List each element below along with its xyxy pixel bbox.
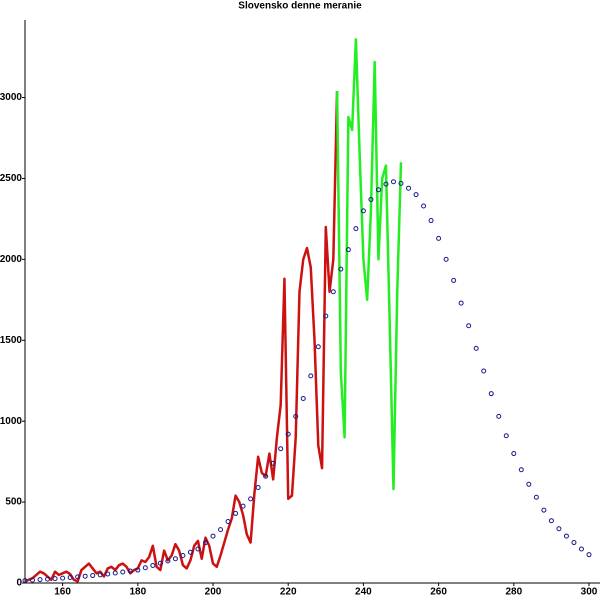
data-point	[150, 563, 156, 569]
data-point	[75, 574, 81, 580]
data-point	[285, 431, 291, 437]
data-point	[496, 413, 502, 419]
data-point	[368, 197, 374, 203]
data-point	[466, 323, 472, 329]
data-point	[383, 181, 389, 187]
data-point	[518, 467, 524, 473]
x-tick-label: 160	[54, 587, 71, 598]
data-point	[187, 549, 193, 555]
data-point	[195, 546, 201, 552]
y-tick-label: 1500	[0, 335, 22, 346]
data-point	[406, 185, 412, 191]
data-point	[90, 573, 96, 579]
data-point	[586, 552, 592, 558]
data-point	[293, 413, 299, 419]
x-tick-label: 200	[205, 587, 222, 598]
data-point	[22, 578, 28, 584]
data-point	[511, 451, 517, 457]
data-point	[390, 179, 396, 185]
data-point	[142, 565, 148, 571]
data-point	[45, 576, 51, 582]
y-tick-label: 2000	[0, 254, 22, 265]
data-point	[563, 533, 569, 539]
data-point	[323, 313, 329, 319]
data-point	[210, 533, 216, 539]
chart-title: Slovensko denne meranie	[238, 1, 362, 12]
data-point	[428, 218, 434, 224]
data-point	[548, 518, 554, 524]
data-point	[436, 235, 442, 241]
y-tick-label: 2500	[0, 173, 22, 184]
data-point	[413, 192, 419, 198]
series-line	[335, 38, 403, 491]
x-tick-label: 300	[581, 587, 598, 598]
data-point	[263, 473, 269, 479]
data-point	[360, 208, 366, 214]
data-point	[60, 575, 66, 581]
series-line	[24, 91, 339, 583]
y-tick-label: 1000	[0, 416, 22, 427]
data-point	[353, 226, 359, 232]
data-point	[172, 556, 178, 562]
data-point	[105, 571, 111, 577]
data-point	[240, 503, 246, 509]
data-point	[375, 187, 381, 193]
data-point	[120, 569, 126, 575]
y-tick-label: 500	[5, 497, 22, 508]
y-tick-label: 0	[16, 578, 22, 589]
x-tick-label: 240	[355, 587, 372, 598]
data-point	[451, 277, 457, 283]
data-point	[278, 446, 284, 452]
data-point	[338, 266, 344, 272]
data-point	[443, 256, 449, 262]
data-point	[233, 510, 239, 516]
data-point	[541, 507, 547, 513]
data-point	[135, 567, 141, 573]
data-point	[578, 546, 584, 552]
data-point	[458, 300, 464, 306]
data-point	[82, 573, 88, 579]
data-point	[473, 345, 479, 351]
data-point	[202, 540, 208, 546]
data-point	[225, 519, 231, 525]
data-point	[421, 203, 427, 209]
data-point	[52, 576, 58, 582]
data-point	[180, 552, 186, 558]
data-point	[345, 247, 351, 253]
data-point	[398, 180, 404, 186]
data-point	[308, 373, 314, 379]
data-point	[503, 433, 509, 439]
data-point	[571, 540, 577, 546]
data-point	[97, 572, 103, 578]
data-point	[488, 391, 494, 397]
data-point	[315, 344, 321, 350]
data-point	[67, 574, 73, 580]
x-tick-label: 180	[129, 587, 146, 598]
data-point	[218, 527, 224, 533]
data-point	[481, 368, 487, 374]
x-tick-label: 220	[280, 587, 297, 598]
data-point	[127, 568, 133, 574]
data-point	[556, 526, 562, 532]
data-point	[330, 289, 336, 295]
y-tick-label: 3000	[0, 92, 22, 103]
data-point	[248, 496, 254, 502]
data-point	[533, 494, 539, 500]
data-point	[526, 481, 532, 487]
x-tick-label: 280	[505, 587, 522, 598]
data-point	[255, 485, 261, 491]
x-tick-label: 260	[430, 587, 447, 598]
data-point	[270, 460, 276, 466]
data-point	[300, 396, 306, 402]
data-point	[165, 558, 171, 564]
data-point	[112, 570, 118, 576]
data-point	[37, 577, 43, 583]
data-point	[30, 577, 36, 583]
data-point	[157, 560, 163, 566]
